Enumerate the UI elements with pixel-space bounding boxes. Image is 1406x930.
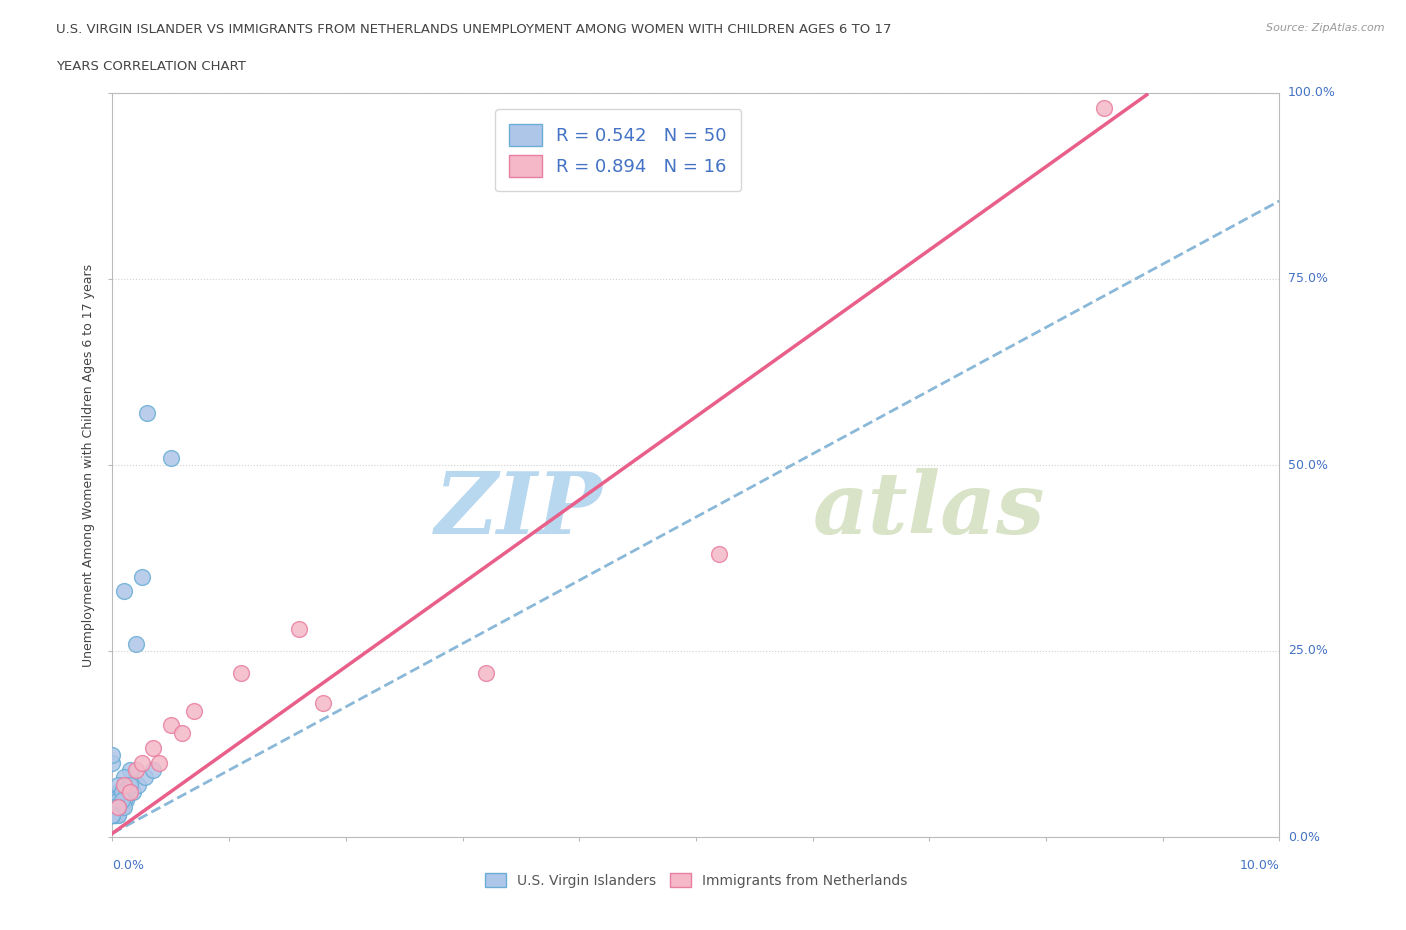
Point xyxy=(112,777,135,792)
Text: Source: ZipAtlas.com: Source: ZipAtlas.com xyxy=(1267,23,1385,33)
Point xyxy=(101,807,124,822)
Point xyxy=(112,800,135,815)
Text: 0.0%: 0.0% xyxy=(112,859,145,872)
Point xyxy=(134,770,156,785)
Point xyxy=(107,807,129,822)
Point xyxy=(172,725,194,740)
Point xyxy=(118,763,141,777)
Point xyxy=(288,621,311,636)
Point xyxy=(101,807,124,822)
Y-axis label: Unemployment Among Women with Children Ages 6 to 17 years: Unemployment Among Women with Children A… xyxy=(82,263,96,667)
Point xyxy=(111,800,134,815)
Point xyxy=(107,800,129,815)
Point xyxy=(142,763,165,777)
Point xyxy=(136,405,159,420)
Point xyxy=(101,807,124,822)
Point xyxy=(104,800,127,815)
Point xyxy=(101,807,124,822)
Point xyxy=(107,807,129,822)
Point xyxy=(115,785,138,800)
Point xyxy=(101,807,124,822)
Text: 75.0%: 75.0% xyxy=(1288,272,1327,286)
Point xyxy=(122,785,145,800)
Text: 10.0%: 10.0% xyxy=(1240,859,1279,872)
Point xyxy=(229,666,252,681)
Point xyxy=(107,800,129,815)
Point xyxy=(107,800,129,815)
Point xyxy=(101,807,124,822)
Point xyxy=(142,740,165,755)
Point xyxy=(104,807,127,822)
Point xyxy=(127,777,149,792)
Point xyxy=(101,807,124,822)
Text: 50.0%: 50.0% xyxy=(1288,458,1327,472)
Point xyxy=(101,748,124,763)
Point xyxy=(115,792,138,807)
Text: atlas: atlas xyxy=(813,468,1045,551)
Point xyxy=(107,785,129,800)
Point xyxy=(104,807,127,822)
Point xyxy=(104,807,127,822)
Point xyxy=(112,584,135,599)
Point xyxy=(1092,100,1115,115)
Text: 100.0%: 100.0% xyxy=(1288,86,1336,100)
Legend: U.S. Virgin Islanders, Immigrants from Netherlands: U.S. Virgin Islanders, Immigrants from N… xyxy=(479,868,912,894)
Point xyxy=(111,785,134,800)
Point xyxy=(107,777,129,792)
Point xyxy=(118,785,141,800)
Text: 0.0%: 0.0% xyxy=(1288,830,1320,844)
Text: YEARS CORRELATION CHART: YEARS CORRELATION CHART xyxy=(56,60,246,73)
Point xyxy=(107,800,129,815)
Point xyxy=(131,755,153,770)
Point xyxy=(125,636,148,651)
Point xyxy=(160,450,183,465)
Point xyxy=(111,792,134,807)
Point xyxy=(101,807,124,822)
Point xyxy=(311,696,333,711)
Text: ZIP: ZIP xyxy=(434,468,603,551)
Point xyxy=(107,800,129,815)
Text: 25.0%: 25.0% xyxy=(1288,644,1327,658)
Point xyxy=(709,547,731,562)
Point xyxy=(101,792,124,807)
Point xyxy=(104,800,127,815)
Text: U.S. VIRGIN ISLANDER VS IMMIGRANTS FROM NETHERLANDS UNEMPLOYMENT AMONG WOMEN WIT: U.S. VIRGIN ISLANDER VS IMMIGRANTS FROM … xyxy=(56,23,891,36)
Point xyxy=(101,755,124,770)
Point xyxy=(125,763,148,777)
Point xyxy=(183,703,205,718)
Point xyxy=(111,785,134,800)
Point xyxy=(131,569,153,584)
Point xyxy=(475,666,498,681)
Point xyxy=(107,800,129,815)
Point xyxy=(112,770,135,785)
Point xyxy=(101,807,124,822)
Point xyxy=(112,792,135,807)
Point xyxy=(118,777,141,792)
Point xyxy=(101,800,124,815)
Point xyxy=(107,792,129,807)
Point xyxy=(112,792,135,807)
Point xyxy=(160,718,183,733)
Point xyxy=(107,792,129,807)
Point xyxy=(148,755,170,770)
